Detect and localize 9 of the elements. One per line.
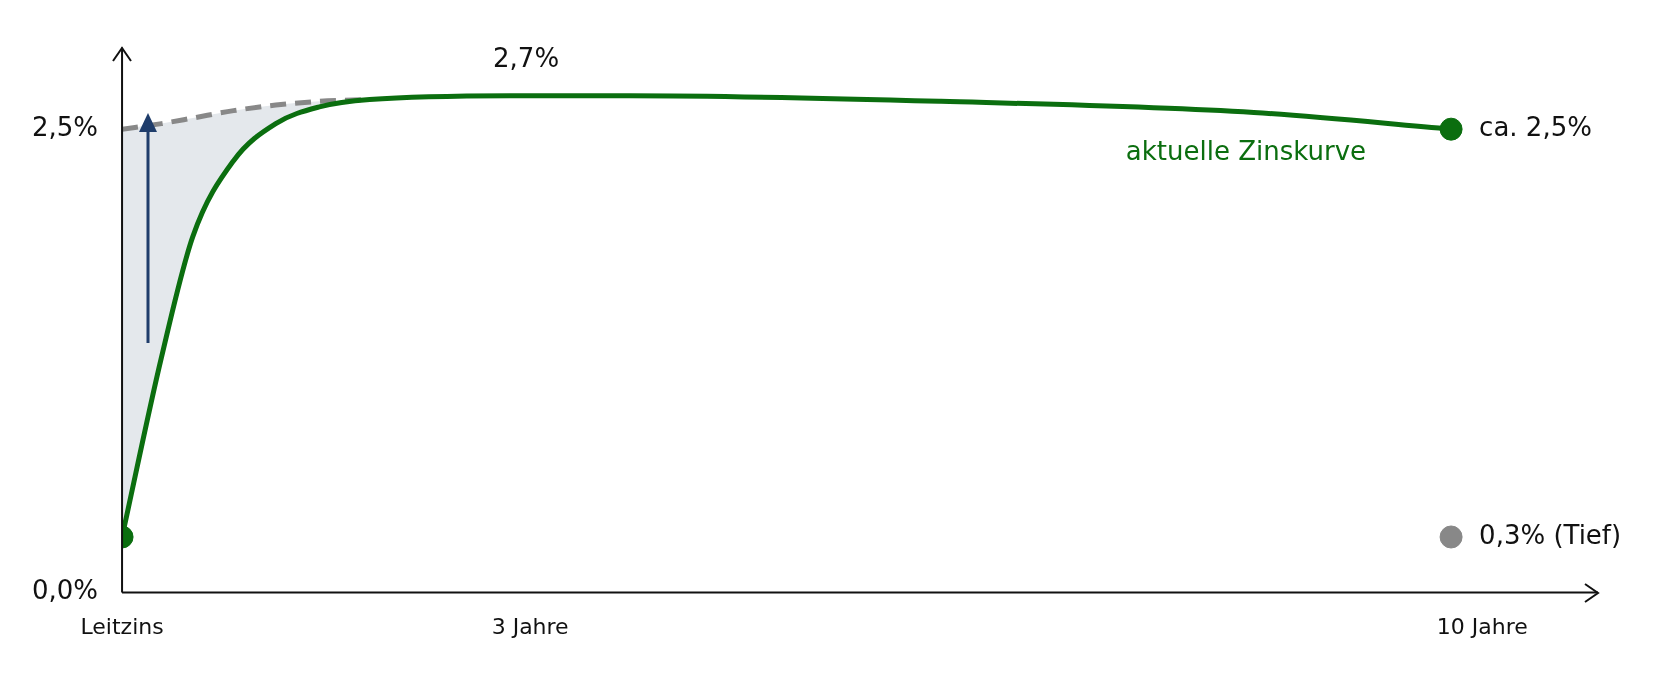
- y-tick-label: 2,5%: [31, 111, 99, 142]
- x-tick-label: 10 Jahre: [1436, 613, 1528, 639]
- x-tick-label: Leitzins: [80, 613, 164, 639]
- annotation: 2,7%: [493, 42, 560, 73]
- y-tick-label: 0,0%: [31, 575, 99, 606]
- series-label: 0,3% (Tief): [1479, 519, 1622, 550]
- x-tick-label: 3 Jahre: [491, 613, 569, 639]
- annotation: ca. 2,5%: [1479, 111, 1592, 142]
- series-label: aktuelle Zinskurve: [1125, 135, 1367, 166]
